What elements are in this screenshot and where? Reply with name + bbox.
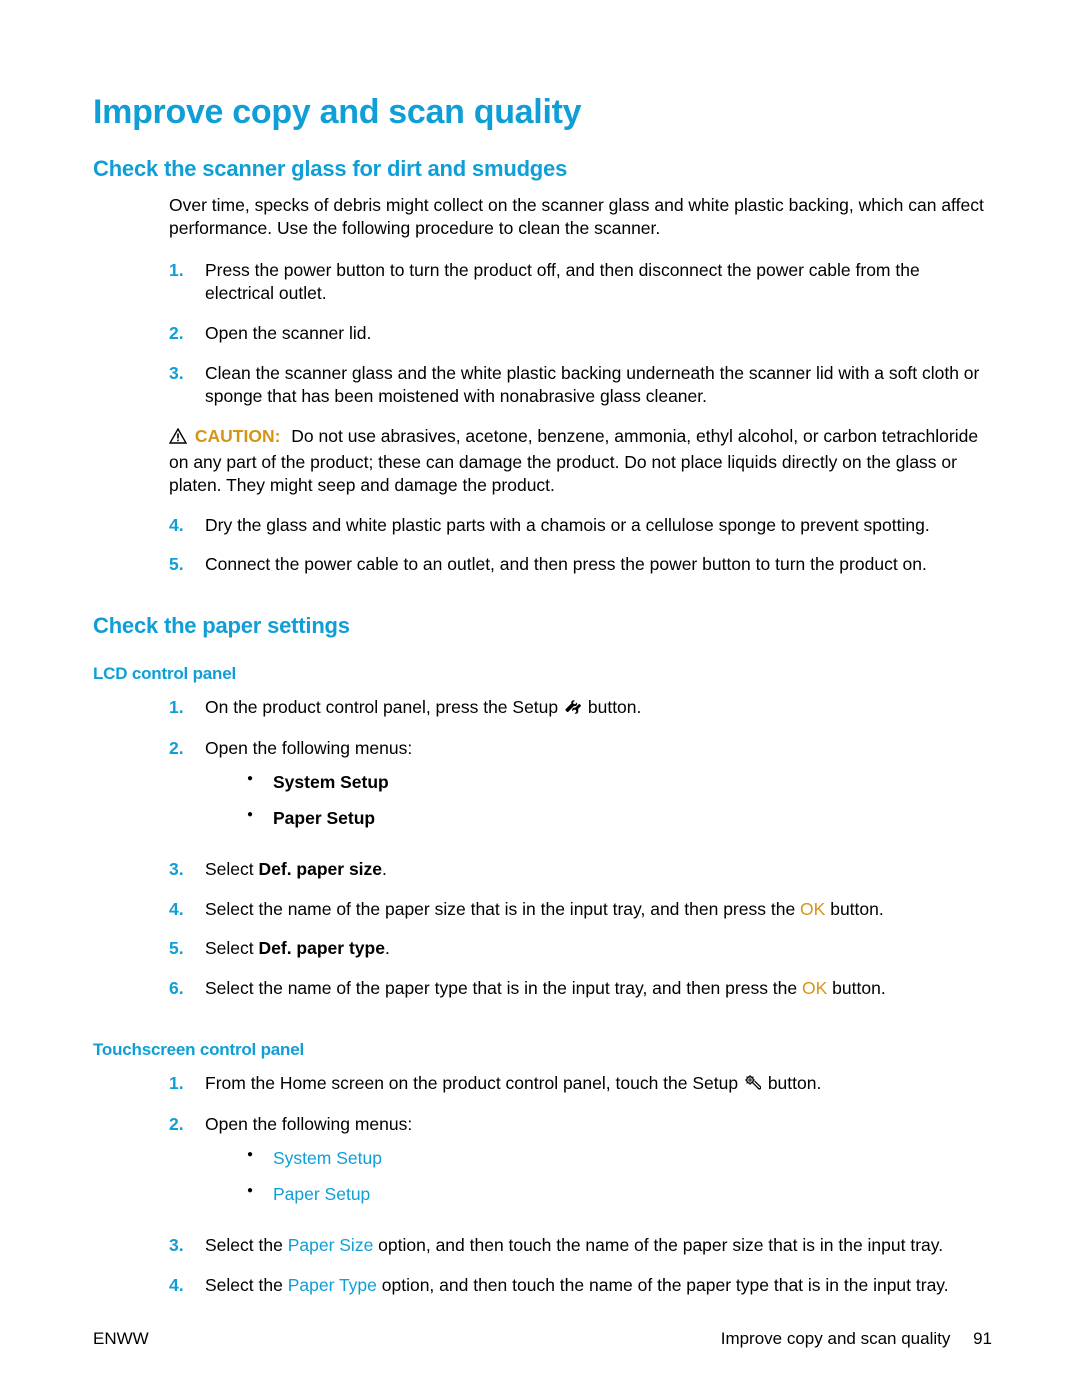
menu-option-label: Paper Size bbox=[288, 1235, 374, 1255]
step-text: Open the scanner lid. bbox=[205, 323, 371, 343]
step-item: 1. From the Home screen on the product c… bbox=[169, 1072, 992, 1114]
document-page: Improve copy and scan quality Check the … bbox=[0, 0, 1080, 1397]
caution-block: CAUTION: Do not use abrasives, acetone, … bbox=[169, 425, 992, 514]
bullet-item: Paper Setup bbox=[247, 807, 992, 843]
footer-title: Improve copy and scan quality bbox=[721, 1329, 951, 1348]
steps-list: 1. Press the power button to turn the pr… bbox=[169, 259, 992, 593]
menu-bullets: System Setup Paper Setup bbox=[247, 771, 992, 842]
step-text: On the product control panel, press the … bbox=[205, 697, 563, 717]
step-number: 1. bbox=[169, 259, 197, 283]
menu-item-label: System Setup bbox=[273, 1148, 382, 1168]
step-item: 5. Select Def. paper type. bbox=[169, 937, 992, 977]
footer-right: Improve copy and scan quality 91 bbox=[721, 1328, 992, 1351]
subsection-heading-touch: Touchscreen control panel bbox=[93, 1039, 992, 1062]
wrench-icon bbox=[565, 698, 581, 722]
step-item: 4. Select the Paper Type option, and the… bbox=[169, 1274, 992, 1314]
step-text: option, and then touch the name of the p… bbox=[377, 1275, 949, 1295]
step-text: option, and then touch the name of the p… bbox=[373, 1235, 943, 1255]
menu-item-label: Paper Setup bbox=[273, 808, 375, 828]
step-number: 1. bbox=[169, 1072, 197, 1096]
step-text: . bbox=[382, 859, 387, 879]
steps-list: 1. From the Home screen on the product c… bbox=[169, 1072, 992, 1314]
step-text: Select the bbox=[205, 1235, 288, 1255]
step-number: 5. bbox=[169, 937, 197, 961]
step-text: Open the following menus: bbox=[205, 738, 412, 758]
step-text: From the Home screen on the product cont… bbox=[205, 1073, 743, 1093]
step-number: 5. bbox=[169, 553, 197, 577]
step-text: button. bbox=[763, 1073, 821, 1093]
page-footer: ENWW Improve copy and scan quality 91 bbox=[93, 1328, 992, 1351]
gear-wrench-icon bbox=[745, 1074, 761, 1098]
step-text: Press the power button to turn the produ… bbox=[205, 260, 920, 304]
step-text: Clean the scanner glass and the white pl… bbox=[205, 363, 979, 407]
step-number: 4. bbox=[169, 514, 197, 538]
step-text: button. bbox=[583, 697, 641, 717]
menu-item-label: System Setup bbox=[273, 772, 389, 792]
step-text: button. bbox=[827, 978, 885, 998]
steps-list: 1. On the product control panel, press t… bbox=[169, 696, 992, 1017]
bullet-item: Paper Setup bbox=[247, 1183, 992, 1219]
step-item: 3. Clean the scanner glass and the white… bbox=[169, 362, 992, 425]
page-title: Improve copy and scan quality bbox=[93, 90, 992, 136]
step-text: Select the bbox=[205, 1275, 288, 1295]
step-number: 2. bbox=[169, 1113, 197, 1137]
step-number: 3. bbox=[169, 858, 197, 882]
page-number: 91 bbox=[973, 1329, 992, 1348]
step-number: 2. bbox=[169, 322, 197, 346]
step-item: 6. Select the name of the paper type tha… bbox=[169, 977, 992, 1017]
menu-option-label: Paper Type bbox=[288, 1275, 377, 1295]
step-number: 1. bbox=[169, 696, 197, 720]
step-number: 4. bbox=[169, 898, 197, 922]
bullet-item: System Setup bbox=[247, 1147, 992, 1183]
subsection-heading-lcd: LCD control panel bbox=[93, 663, 992, 686]
step-item: 2. Open the scanner lid. bbox=[169, 322, 992, 362]
step-item: 4. Select the name of the paper size tha… bbox=[169, 898, 992, 938]
step-text: Connect the power cable to an outlet, an… bbox=[205, 554, 927, 574]
caution-text: Do not use abrasives, acetone, benzene, … bbox=[169, 426, 978, 495]
step-text: Select the name of the paper type that i… bbox=[205, 978, 802, 998]
intro-paragraph: Over time, specks of debris might collec… bbox=[169, 194, 992, 241]
step-number: 3. bbox=[169, 362, 197, 386]
caution-icon bbox=[169, 427, 187, 451]
step-number: 6. bbox=[169, 977, 197, 1001]
step-item: 2. Open the following menus: System Setu… bbox=[169, 737, 992, 858]
section-heading-paper-settings: Check the paper settings bbox=[93, 611, 992, 641]
step-item: 1. On the product control panel, press t… bbox=[169, 696, 992, 738]
step-item: 2. Open the following menus: System Setu… bbox=[169, 1113, 992, 1234]
step-text: Select bbox=[205, 859, 259, 879]
step-text: Open the following menus: bbox=[205, 1114, 412, 1134]
section-heading-scanner-glass: Check the scanner glass for dirt and smu… bbox=[93, 154, 992, 184]
step-text: . bbox=[385, 938, 390, 958]
ok-button-label: OK bbox=[802, 978, 827, 998]
step-item: 5. Connect the power cable to an outlet,… bbox=[169, 553, 992, 593]
bold-term: Def. paper size bbox=[259, 859, 383, 879]
step-number: 2. bbox=[169, 737, 197, 761]
step-text: Select bbox=[205, 938, 259, 958]
caution-label: CAUTION: bbox=[195, 426, 281, 446]
step-item: 1. Press the power button to turn the pr… bbox=[169, 259, 992, 322]
step-text: button. bbox=[825, 899, 883, 919]
step-text: Dry the glass and white plastic parts wi… bbox=[205, 515, 930, 535]
step-item: 4. Dry the glass and white plastic parts… bbox=[169, 514, 992, 554]
menu-item-label: Paper Setup bbox=[273, 1184, 370, 1204]
footer-left: ENWW bbox=[93, 1328, 149, 1351]
step-item: 3. Select Def. paper size. bbox=[169, 858, 992, 898]
step-item: 3. Select the Paper Size option, and the… bbox=[169, 1234, 992, 1274]
step-number: 3. bbox=[169, 1234, 197, 1258]
bold-term: Def. paper type bbox=[259, 938, 385, 958]
menu-bullets: System Setup Paper Setup bbox=[247, 1147, 992, 1218]
bullet-item: System Setup bbox=[247, 771, 992, 807]
step-number: 4. bbox=[169, 1274, 197, 1298]
step-text: Select the name of the paper size that i… bbox=[205, 899, 800, 919]
ok-button-label: OK bbox=[800, 899, 825, 919]
